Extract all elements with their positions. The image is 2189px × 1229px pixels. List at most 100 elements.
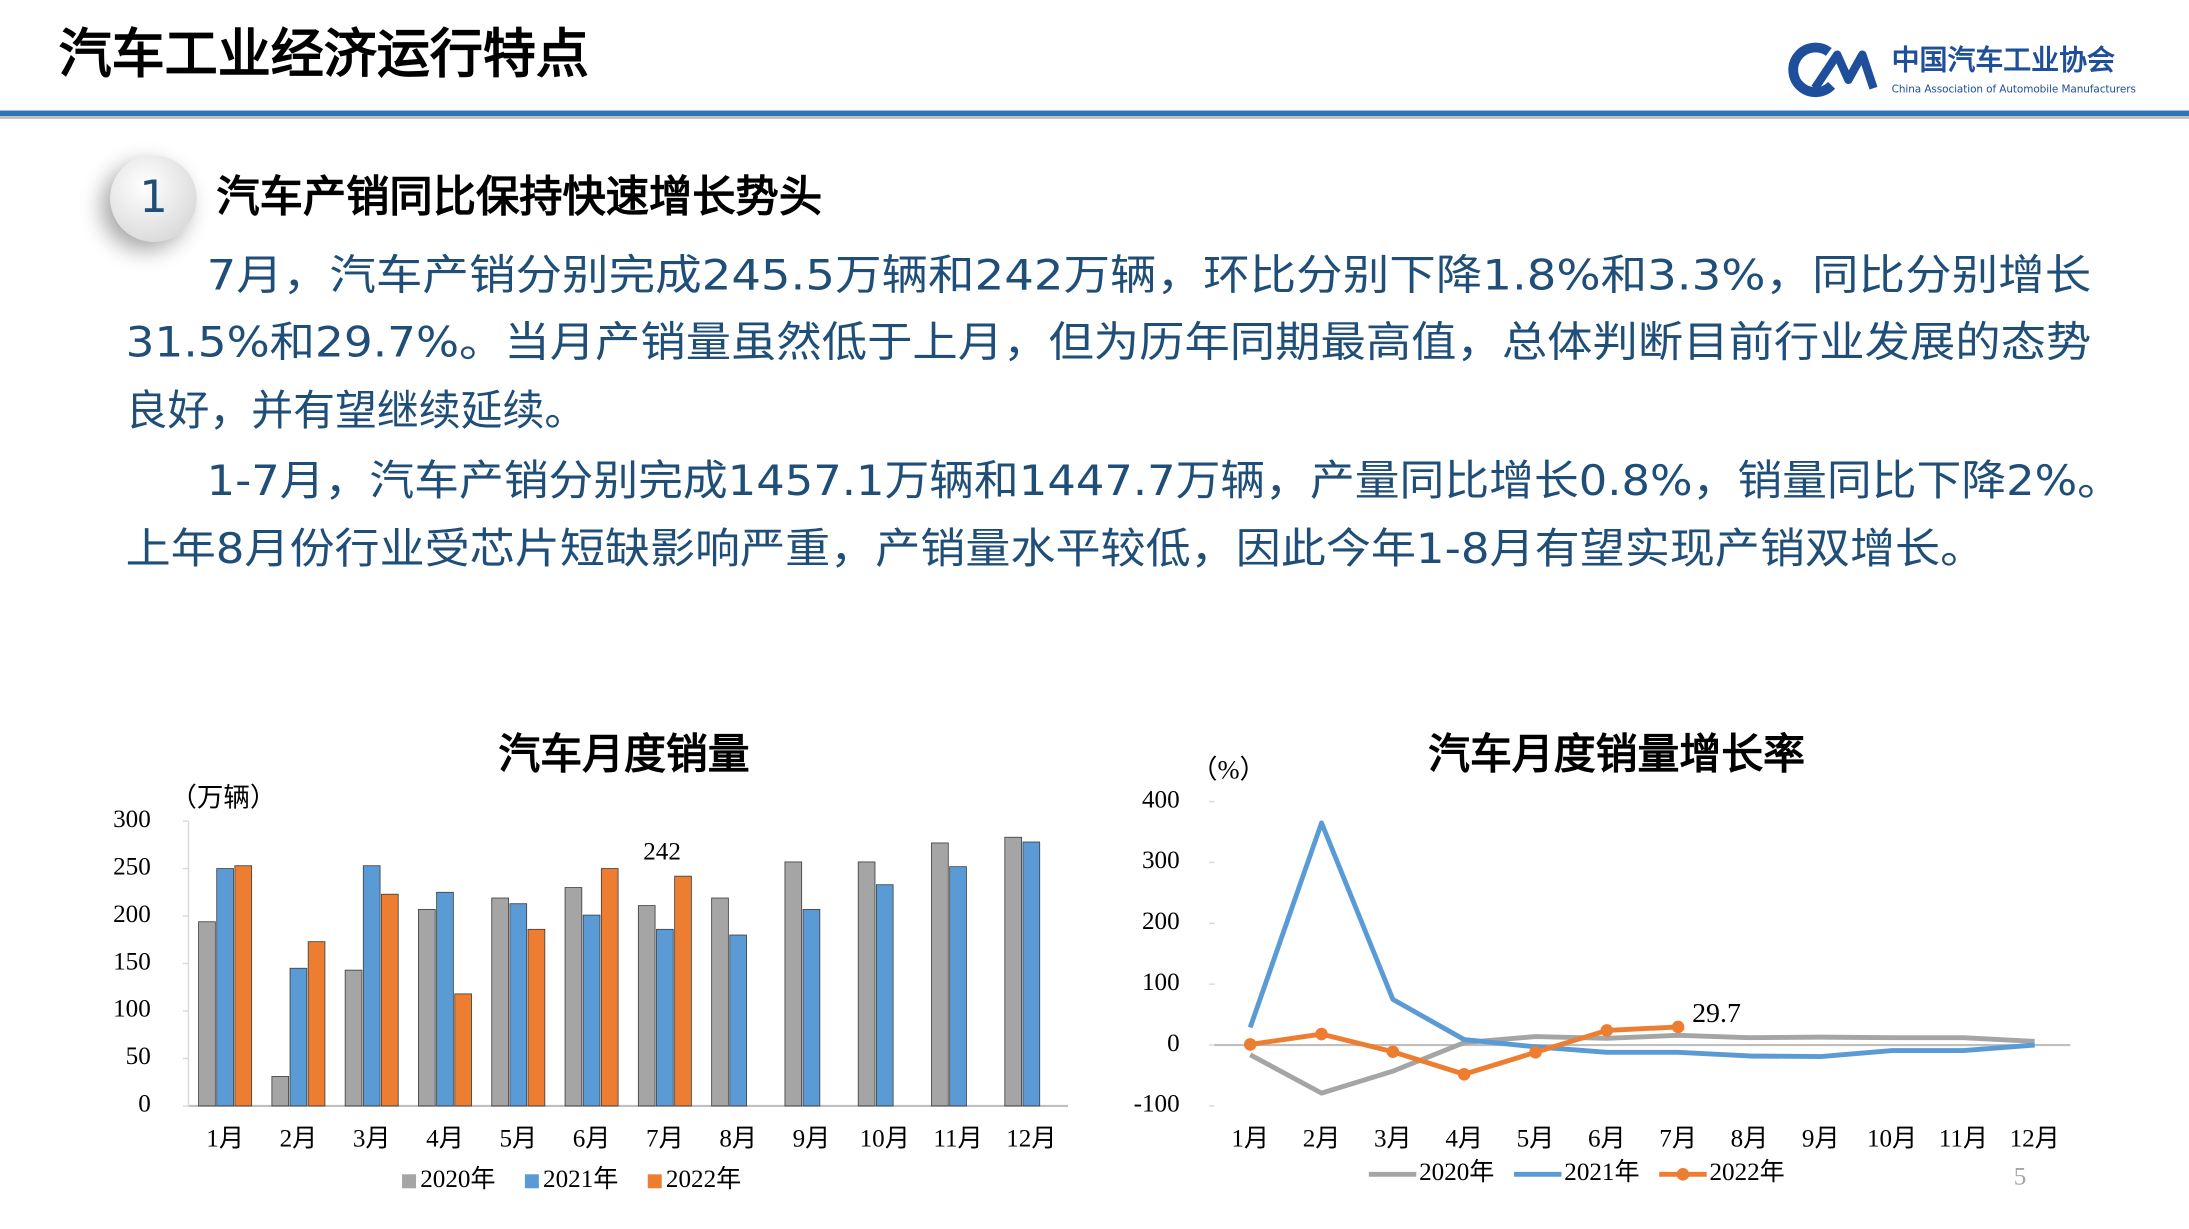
y-axis-label: （%） <box>1191 754 1266 784</box>
bar <box>600 868 619 1107</box>
bar <box>216 868 234 1107</box>
bar <box>436 891 454 1107</box>
paragraph-line: 31.5%和29.7%。当月产销量虽然低于上月，但为历年同期最高值，总体判断目前… <box>126 318 2092 367</box>
bar <box>307 941 326 1107</box>
y-tick-label: 100 <box>113 996 151 1023</box>
bar <box>418 908 436 1107</box>
x-tick-label: 7月 <box>646 1126 684 1153</box>
point <box>1457 1067 1471 1081</box>
x-tick-label: 7月 <box>1659 1126 1697 1153</box>
legend-label: 2022年 <box>1709 1158 1784 1186</box>
legend-swatch <box>647 1174 662 1189</box>
bar <box>674 875 692 1107</box>
x-tick-label: 5月 <box>499 1126 537 1153</box>
section-badge <box>110 155 197 242</box>
x-tick-label: 6月 <box>1588 1126 1626 1153</box>
section-heading: 汽车产销同比保持快速增长势头 <box>216 172 822 222</box>
y-tick-label: 300 <box>113 806 151 833</box>
logo-m <box>1811 50 1878 91</box>
legend-label: 2020年 <box>420 1165 495 1193</box>
x-tick-label: 1月 <box>206 1126 244 1153</box>
bar <box>1004 836 1022 1107</box>
y-tick-label: 200 <box>113 901 151 928</box>
bar <box>454 993 472 1107</box>
bar <box>656 928 674 1107</box>
x-tick-label: 4月 <box>1445 1126 1483 1153</box>
logo-cn: 中国汽车工业协会 <box>1892 44 2115 77</box>
data-label: 29.7 <box>1692 998 1741 1029</box>
legend-marker <box>1676 1168 1690 1181</box>
paragraph-line: 良好，并有望继续延续。 <box>126 386 587 435</box>
y-tick-label: 0 <box>138 1091 151 1118</box>
bar <box>857 861 876 1107</box>
x-tick-label: 9月 <box>1802 1126 1840 1153</box>
section-number: 1 <box>139 171 167 223</box>
x-tick-label: 4月 <box>426 1126 464 1153</box>
legend-label: 2021年 <box>543 1165 618 1193</box>
header-rule <box>0 110 2189 117</box>
bar <box>931 842 949 1107</box>
page-number: 5 <box>2014 1163 2027 1190</box>
x-tick-label: 2月 <box>1303 1126 1341 1153</box>
x-tick-label: 3月 <box>1374 1126 1412 1153</box>
paragraph-line: 1-7月，汽车产销分别完成1457.1万辆和1447.7万辆，产量同比增长0.8… <box>207 456 2122 505</box>
y-tick-label: 150 <box>113 948 151 975</box>
x-tick-label: 6月 <box>573 1126 611 1153</box>
x-tick-label: 8月 <box>719 1126 757 1153</box>
bar <box>381 893 399 1107</box>
y-tick-label: 0 <box>1167 1030 1180 1057</box>
x-tick-label: 1月 <box>1231 1126 1269 1153</box>
x-tick-label: 2月 <box>280 1126 318 1153</box>
bar <box>711 897 729 1107</box>
paragraph-line: 7月，汽车产销分别完成245.5万辆和242万辆，环比分别下降1.8%和3.3%… <box>207 251 2092 300</box>
bar <box>802 908 821 1107</box>
bar <box>362 865 381 1107</box>
bar <box>875 884 894 1107</box>
paragraph-line: 上年8月份行业受芯片短缺影响严重，产销量水平较低，因此今年1-8月有望实现产销双… <box>126 524 1986 573</box>
chart: 汽车月度销量增长率 （%） -100 0 100 200 300 400 1月 2月 3月 4月 5月 6… <box>1134 729 2071 1186</box>
legend-label: 2020年 <box>1419 1158 1494 1186</box>
series-line <box>1249 1032 2035 1096</box>
x-tick-label: 11月 <box>1939 1126 1988 1153</box>
header-title: 汽车工业经济运行特点 <box>59 23 589 85</box>
bar <box>289 967 308 1107</box>
legend-swatch <box>402 1174 417 1189</box>
y-axis-label: （万辆） <box>170 782 276 812</box>
bar <box>527 928 546 1107</box>
y-tick-label: 200 <box>1142 908 1180 935</box>
body-text: 7月，汽车产销分别完成245.5万辆和242万辆，环比分别下降1.8%和3.3%… <box>126 251 2122 574</box>
x-tick-label: 10月 <box>860 1126 910 1153</box>
y-tick-label: 100 <box>1142 969 1180 996</box>
legend-label: 2021年 <box>1564 1158 1639 1186</box>
header-rule-shadow <box>0 116 2189 119</box>
bar <box>582 914 601 1107</box>
point <box>1600 1024 1614 1037</box>
point <box>1386 1045 1400 1059</box>
x-tick-label: 3月 <box>353 1126 391 1153</box>
point <box>1529 1046 1542 1059</box>
bar <box>729 934 747 1107</box>
x-tick-label: 5月 <box>1517 1126 1555 1153</box>
x-tick-label: 9月 <box>793 1126 831 1153</box>
y-tick-label: 300 <box>1142 847 1180 874</box>
logo: 中国汽车工业协会 China Association of Automobile… <box>1788 42 2136 98</box>
bar <box>491 897 509 1107</box>
bar <box>509 903 528 1107</box>
legend-swatch <box>524 1174 539 1189</box>
chart-title: 汽车月度销量增长率 <box>1428 729 1805 778</box>
bar <box>564 887 583 1107</box>
bar <box>198 921 216 1107</box>
bar <box>637 905 656 1107</box>
logo-en: China Association of Automobile Manufact… <box>1892 84 2136 96</box>
x-tick-label: 11月 <box>933 1126 982 1153</box>
x-tick-label: 8月 <box>1731 1126 1769 1153</box>
y-tick-label: 400 <box>1142 786 1180 813</box>
x-tick-label: 12月 <box>2010 1126 2060 1153</box>
y-tick-label: -100 <box>1134 1091 1180 1118</box>
x-tick-label: 10月 <box>1867 1126 1917 1153</box>
bar <box>784 861 803 1107</box>
bar <box>344 969 363 1107</box>
logo-c <box>1788 42 1836 98</box>
